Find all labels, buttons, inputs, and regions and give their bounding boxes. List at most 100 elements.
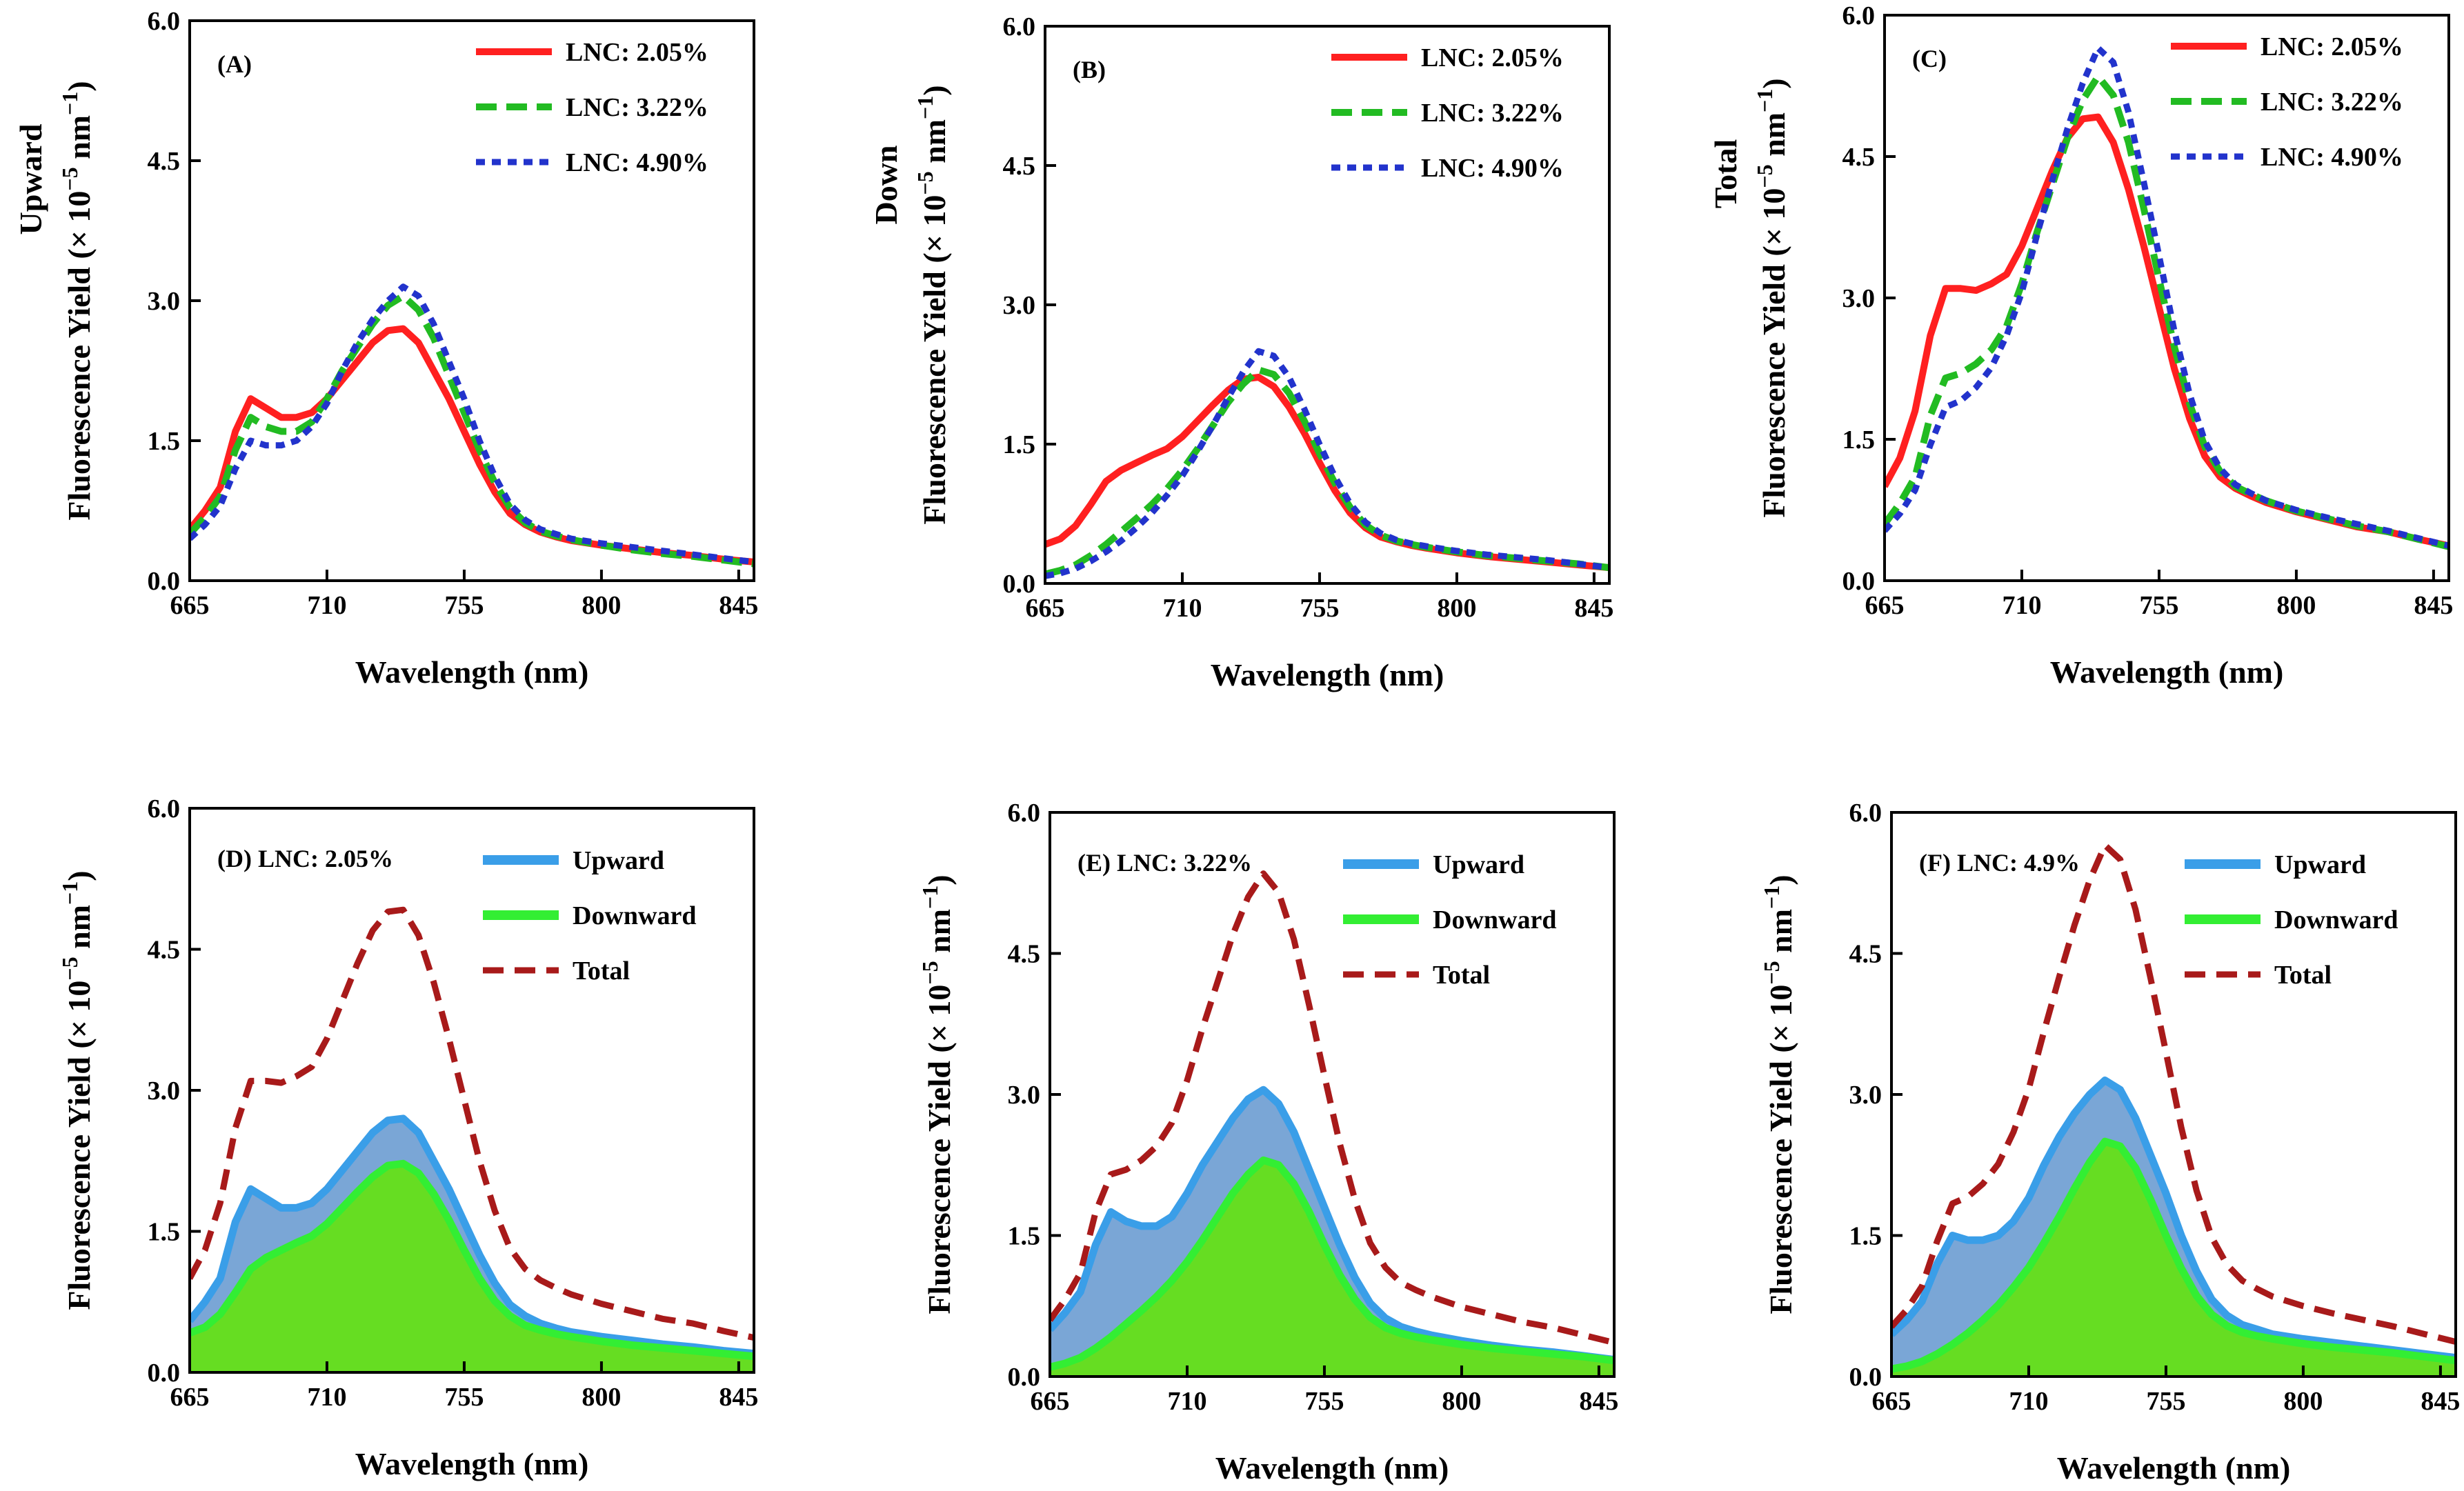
- y-axis-title-part: −1: [57, 881, 82, 905]
- y-tick-label: 0.0: [148, 1359, 181, 1388]
- y-tick-label: 1.5: [1008, 1222, 1041, 1251]
- x-tick-label: 845: [1579, 1387, 1618, 1416]
- y-axis-title-part: −5: [1759, 961, 1784, 984]
- x-axis-title: Wavelength (nm): [2050, 654, 2284, 690]
- panel-label: (F) LNC: 4.9%: [1919, 849, 2080, 877]
- chart-panel-A: 0.0 1.5 3.0 4.5 6.0 665 710 755 800 845 Wavelength…: [13, 7, 758, 690]
- x-tick-label: 755: [2146, 1387, 2185, 1416]
- y-tick-label: 3.0: [148, 1077, 181, 1105]
- x-tick-label: 665: [1872, 1387, 1911, 1416]
- y-axis-title-part: −5: [1752, 164, 1777, 188]
- legend-label-1: LNC: 2.05%: [566, 38, 708, 67]
- y-axis-title-part: ): [917, 85, 952, 95]
- legend-label-2: LNC: 3.22%: [566, 93, 708, 122]
- y-tick-label: 0.0: [1849, 1363, 1882, 1392]
- legend-label-2: Downward: [2274, 905, 2398, 934]
- y-axis-title-part: ): [1763, 874, 1798, 885]
- upward-line: [1050, 1085, 1614, 1363]
- chart-panel-B: 0.0 1.5 3.0 4.5 6.0 665 710 755 800 845 Wavelength…: [868, 12, 1613, 692]
- chart-panel-D: 0.0 1.5 3.0 4.5 6.0 665 710 755 800 845 Wavelength…: [57, 794, 758, 1481]
- y-axis-title-part: Fluorescence Yield (× 10: [1763, 985, 1798, 1314]
- y-tick-label: 4.5: [1849, 940, 1882, 969]
- upward-line: [1891, 1077, 2456, 1362]
- x-tick-label: 710: [2002, 591, 2041, 620]
- y-axis-title-part: Fluorescence Yield (× 10: [1756, 188, 1791, 518]
- legend-label-2: Downward: [573, 901, 696, 930]
- y-axis-title-part: −1: [913, 96, 937, 119]
- y-axis-title: Fluorescence Yield (× 10−5 nm−1): [917, 874, 957, 1314]
- y-axis-title-part: nm: [61, 905, 97, 957]
- data-layer-B: [1045, 348, 1609, 579]
- y-tick-label: 4.5: [148, 147, 181, 176]
- y-tick-label: 6.0: [148, 794, 181, 823]
- panel-label: (C): [1912, 45, 1947, 72]
- y-axis-title-part: −1: [1752, 89, 1777, 112]
- legend-label-2: LNC: 3.22%: [1421, 99, 1564, 128]
- legend-label-3: Total: [1433, 961, 1490, 990]
- series-line-2: [190, 292, 754, 568]
- data-layer-A: [190, 283, 754, 568]
- panel-label: (B): [1073, 56, 1106, 83]
- x-tick-label: 800: [582, 591, 621, 620]
- y-tick-label: 3.0: [1842, 284, 1876, 313]
- y-tick-label: 6.0: [1842, 1, 1876, 30]
- y-axis-title-part: ): [61, 870, 97, 881]
- x-tick-label: 665: [1031, 1387, 1070, 1416]
- total-line: [1891, 842, 2456, 1345]
- y-tick-label: 0.0: [1842, 567, 1876, 596]
- y-axis-title-part: −5: [57, 957, 82, 980]
- x-tick-label: 845: [2421, 1387, 2460, 1416]
- y-tick-label: 1.5: [1842, 426, 1876, 454]
- data-layer-C: [1885, 45, 2449, 550]
- legend-label-1: Upward: [2274, 850, 2366, 879]
- downward-fill: [1050, 1160, 1614, 1377]
- y-axis-title: Fluorescence Yield (× 10−5 nm−1): [913, 85, 952, 524]
- x-tick-label: 845: [719, 591, 758, 620]
- y-axis-title-part: Fluorescence Yield (× 10: [61, 981, 97, 1310]
- y-axis-title: Fluorescence Yield (× 10−5 nm−1): [1759, 874, 1798, 1314]
- y-axis-title-part: nm: [61, 115, 97, 167]
- y-axis-title-part: ): [922, 874, 957, 885]
- series-line-3: [190, 283, 754, 566]
- x-tick-label: 800: [1437, 594, 1476, 623]
- y-tick-label: 4.5: [148, 936, 181, 965]
- y-tick-label: 4.5: [1003, 152, 1036, 181]
- x-tick-label: 665: [1865, 591, 1905, 620]
- y-axis-title-part: nm: [917, 119, 952, 171]
- y-tick-label: 3.0: [1849, 1081, 1882, 1110]
- y-axis-title: Fluorescence Yield (× 10−5 nm−1): [57, 81, 97, 520]
- chart-panel-C: 0.0 1.5 3.0 4.5 6.0 665 710 755 800 845 Wavelength…: [1708, 1, 2453, 690]
- legend-label-1: Upward: [1433, 850, 1524, 879]
- y-tick-label: 1.5: [148, 427, 181, 456]
- y-tick-label: 1.5: [148, 1218, 181, 1247]
- legend-label-2: Downward: [1433, 905, 1556, 934]
- panel-label: (E) LNC: 3.22%: [1077, 849, 1252, 877]
- chart-panel-F: 0.0 1.5 3.0 4.5 6.0 665 710 755 800 845 Wavelength…: [1759, 799, 2460, 1485]
- downward-line: [1891, 1137, 2456, 1373]
- legend-label-3: LNC: 4.90%: [2261, 143, 2403, 172]
- legend-label-3: LNC: 4.90%: [566, 148, 708, 177]
- y-axis-title-part: −1: [57, 92, 82, 115]
- legend-label-3: Total: [573, 957, 630, 985]
- x-tick-label: 800: [2276, 591, 2316, 620]
- x-axis-title: Wavelength (nm): [1211, 657, 1444, 692]
- legend-label-3: LNC: 4.90%: [1421, 154, 1564, 183]
- y-tick-label: 4.5: [1008, 940, 1041, 969]
- legend-label-2: LNC: 3.22%: [2261, 88, 2403, 117]
- y-tick-label: 6.0: [1008, 799, 1041, 828]
- y-axis-title-part: ): [1756, 78, 1791, 88]
- y-axis-prefix: Down: [868, 145, 904, 224]
- x-tick-label: 710: [307, 591, 346, 620]
- y-axis-title-part: nm: [922, 909, 957, 961]
- x-tick-label: 710: [1162, 594, 1202, 623]
- series-line-3: [1885, 45, 2449, 549]
- x-tick-label: 665: [170, 1383, 210, 1412]
- y-axis-title-part: −1: [1759, 885, 1784, 909]
- x-tick-label: 710: [1167, 1387, 1206, 1416]
- x-tick-label: 800: [582, 1383, 621, 1412]
- chart-panel-E: 0.0 1.5 3.0 4.5 6.0 665 710 755 800 845 Wavelength…: [917, 799, 1618, 1485]
- x-tick-label: 800: [1442, 1387, 1481, 1416]
- y-axis-title-part: ): [61, 81, 97, 91]
- x-tick-label: 755: [2139, 591, 2178, 620]
